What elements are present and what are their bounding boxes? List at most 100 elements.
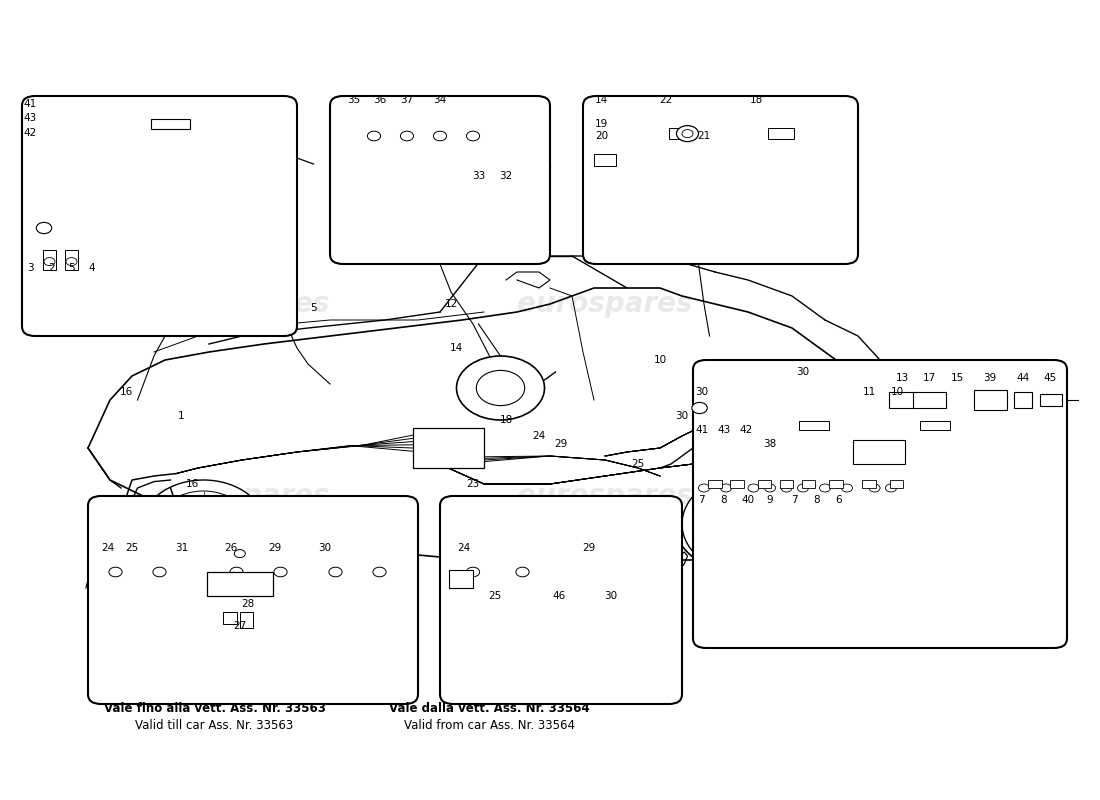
Bar (768, 128, 794, 139)
Text: 30: 30 (675, 411, 689, 421)
Text: 25: 25 (631, 459, 645, 469)
Text: 30: 30 (318, 543, 331, 553)
Text: 30: 30 (796, 367, 810, 377)
Text: 14: 14 (595, 95, 608, 105)
Bar (730, 480, 744, 488)
Circle shape (748, 484, 759, 492)
Text: 36: 36 (373, 95, 386, 105)
FancyBboxPatch shape (693, 360, 1067, 648)
Text: Vale dalla vett. Ass. Nr. 33564: Vale dalla vett. Ass. Nr. 33564 (389, 702, 590, 714)
Circle shape (153, 567, 166, 577)
Bar (449, 570, 473, 588)
Text: 22: 22 (659, 95, 672, 105)
Circle shape (842, 484, 852, 492)
Text: 24: 24 (458, 543, 471, 553)
Text: 8: 8 (720, 495, 727, 505)
Circle shape (143, 480, 264, 568)
Bar (802, 480, 815, 488)
Text: 19: 19 (595, 119, 608, 129)
Bar (890, 480, 903, 488)
Text: 35: 35 (348, 95, 361, 105)
Text: 4: 4 (88, 263, 95, 273)
Circle shape (466, 567, 480, 577)
Text: 38: 38 (763, 439, 777, 449)
Text: 43: 43 (717, 426, 730, 435)
Text: 25: 25 (488, 591, 502, 601)
Bar (889, 392, 915, 408)
Text: 25: 25 (125, 543, 139, 553)
Text: 18: 18 (499, 415, 513, 425)
Circle shape (476, 370, 525, 406)
Text: 28: 28 (241, 599, 254, 609)
Text: 10: 10 (653, 355, 667, 365)
Text: 10: 10 (891, 387, 904, 397)
Bar (920, 421, 950, 430)
Circle shape (373, 567, 386, 577)
Bar (43, 250, 56, 270)
Text: eurospares: eurospares (517, 290, 693, 318)
Text: 8: 8 (813, 495, 820, 505)
Circle shape (676, 126, 698, 142)
Text: 43: 43 (23, 114, 36, 123)
Circle shape (886, 484, 896, 492)
Text: 5: 5 (310, 303, 317, 313)
Circle shape (66, 258, 77, 266)
Text: 41: 41 (23, 99, 36, 109)
Bar (708, 480, 722, 488)
Circle shape (692, 402, 707, 414)
Circle shape (234, 550, 245, 558)
Text: 3: 3 (28, 263, 34, 273)
Text: eurospares: eurospares (154, 482, 330, 510)
Text: eurospares: eurospares (154, 290, 330, 318)
Circle shape (433, 131, 447, 141)
Circle shape (329, 567, 342, 577)
Text: 5: 5 (68, 263, 75, 273)
Text: 7: 7 (698, 495, 705, 505)
Text: 45: 45 (1044, 373, 1057, 382)
Text: 9: 9 (767, 495, 773, 505)
FancyBboxPatch shape (330, 96, 550, 264)
Circle shape (798, 484, 808, 492)
Bar (151, 119, 190, 129)
Text: 16: 16 (120, 387, 133, 397)
Text: 42: 42 (23, 128, 36, 138)
Text: 13: 13 (895, 373, 909, 382)
Bar (974, 390, 1006, 410)
Text: 39: 39 (983, 373, 997, 382)
Text: 15: 15 (950, 373, 964, 382)
Text: 29: 29 (554, 439, 568, 449)
Text: Valid till car Ass. Nr. 33563: Valid till car Ass. Nr. 33563 (135, 719, 294, 732)
Text: eurospares: eurospares (517, 482, 693, 510)
Text: 32: 32 (499, 171, 513, 181)
Text: 30: 30 (604, 591, 617, 601)
Text: 31: 31 (175, 543, 188, 553)
FancyBboxPatch shape (22, 96, 297, 336)
Circle shape (158, 491, 249, 557)
FancyBboxPatch shape (583, 96, 858, 264)
Circle shape (36, 222, 52, 234)
Text: 30: 30 (695, 387, 708, 397)
Bar (829, 480, 843, 488)
Bar (412, 428, 484, 468)
Text: 23: 23 (466, 479, 480, 489)
Text: 41: 41 (695, 426, 708, 435)
Circle shape (466, 131, 480, 141)
Circle shape (400, 131, 414, 141)
Text: 37: 37 (400, 95, 414, 105)
Text: 20: 20 (595, 131, 608, 141)
Circle shape (516, 567, 529, 577)
Text: 46: 46 (552, 591, 565, 601)
Circle shape (781, 484, 792, 492)
FancyBboxPatch shape (440, 496, 682, 704)
Circle shape (820, 484, 830, 492)
Circle shape (682, 130, 693, 138)
Text: 42: 42 (739, 426, 752, 435)
Text: 29: 29 (582, 543, 595, 553)
Text: 16: 16 (186, 479, 199, 489)
Bar (913, 392, 946, 408)
Circle shape (191, 515, 216, 533)
Bar (594, 154, 616, 166)
Circle shape (720, 484, 732, 492)
Bar (799, 421, 829, 430)
Circle shape (44, 258, 55, 266)
